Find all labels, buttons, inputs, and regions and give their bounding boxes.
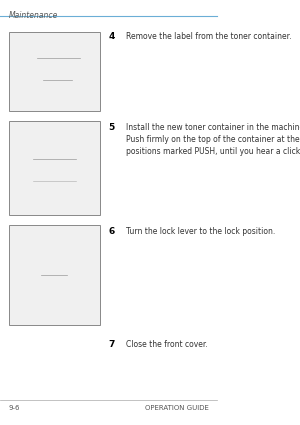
Text: Turn the lock lever to the lock position.: Turn the lock lever to the lock position… xyxy=(126,227,275,236)
Text: 6: 6 xyxy=(109,227,115,236)
Text: OPERATION GUIDE: OPERATION GUIDE xyxy=(145,405,208,411)
Text: 4: 4 xyxy=(109,32,115,41)
Text: 5: 5 xyxy=(109,123,115,132)
FancyBboxPatch shape xyxy=(9,225,100,325)
Text: 9-6: 9-6 xyxy=(9,405,20,411)
Text: Maintenance: Maintenance xyxy=(9,11,58,20)
Text: Close the front cover.: Close the front cover. xyxy=(126,340,208,349)
FancyBboxPatch shape xyxy=(9,121,100,215)
Text: Install the new toner container in the machine.
Push firmly on the top of the co: Install the new toner container in the m… xyxy=(126,123,300,156)
Text: 7: 7 xyxy=(109,340,115,349)
FancyBboxPatch shape xyxy=(9,32,100,110)
Text: Remove the label from the toner container.: Remove the label from the toner containe… xyxy=(126,32,291,41)
